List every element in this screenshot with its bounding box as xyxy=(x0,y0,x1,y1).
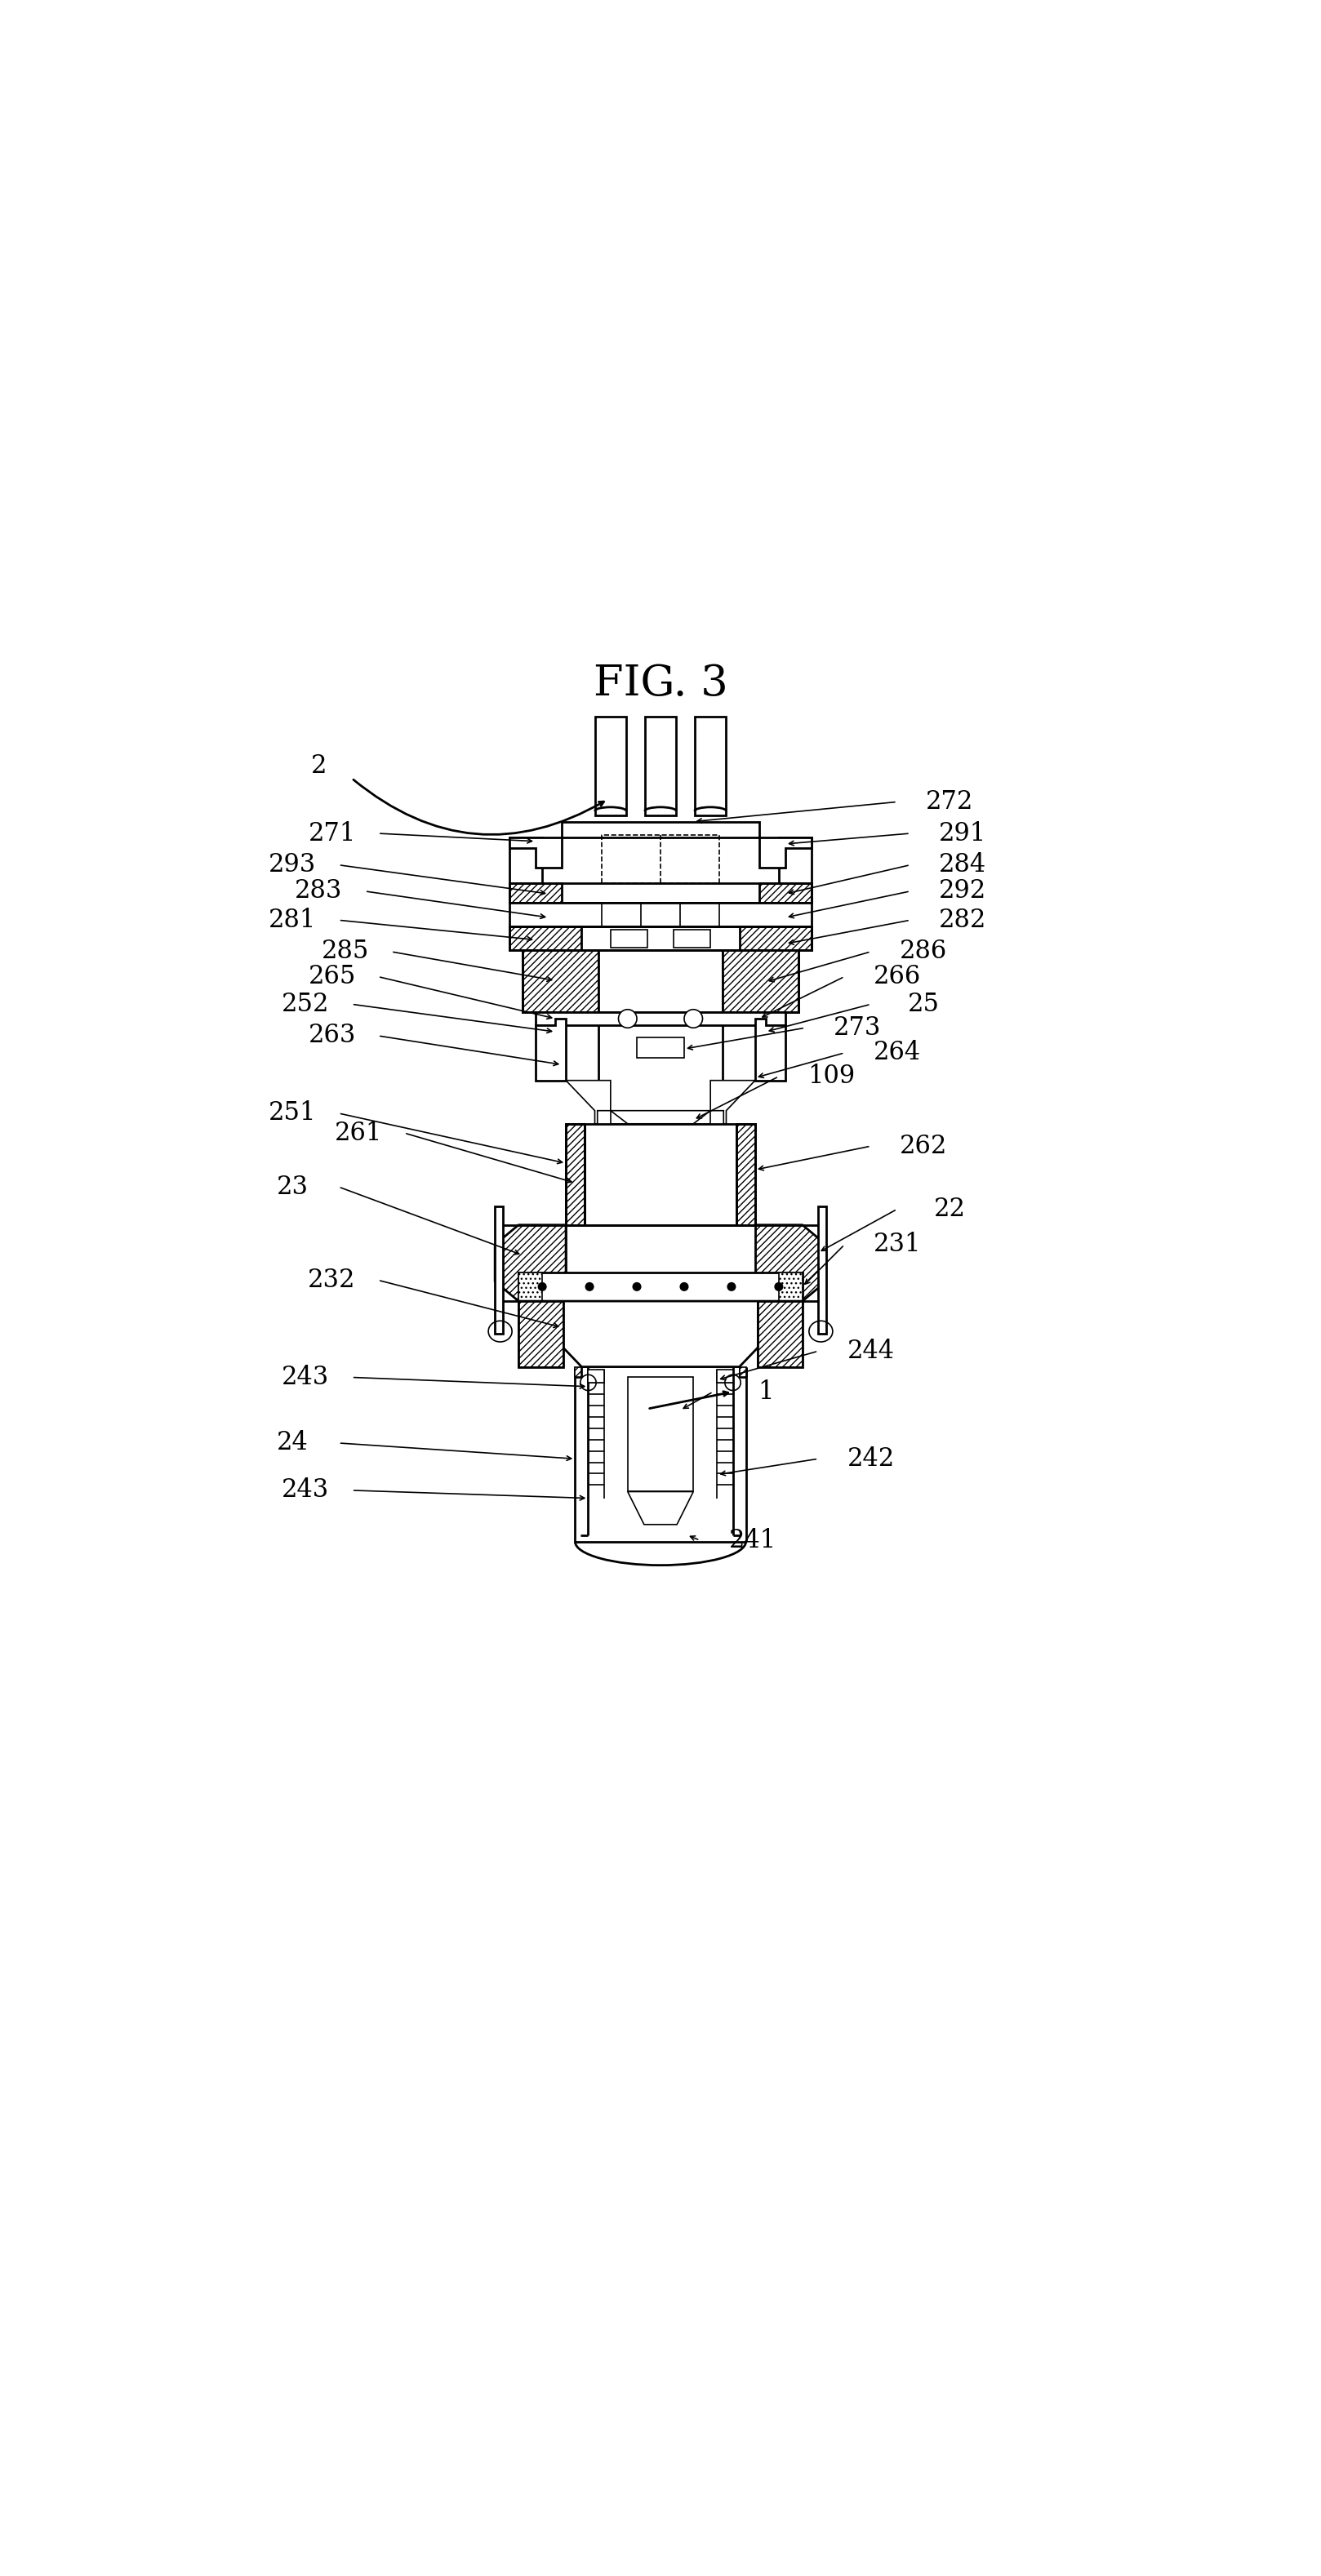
Bar xyxy=(565,1123,584,1226)
Bar xyxy=(510,884,561,904)
Circle shape xyxy=(633,1283,641,1291)
Text: 262: 262 xyxy=(900,1133,947,1159)
Polygon shape xyxy=(756,1226,826,1301)
Bar xyxy=(740,1368,746,1378)
Text: 22: 22 xyxy=(934,1195,966,1221)
Circle shape xyxy=(618,1010,637,1028)
Bar xyxy=(737,1123,756,1252)
Bar xyxy=(584,1123,737,1226)
Bar xyxy=(510,884,811,904)
Bar xyxy=(610,1110,711,1123)
Text: 273: 273 xyxy=(834,1015,881,1041)
Bar xyxy=(695,716,727,814)
Circle shape xyxy=(680,1283,688,1291)
Bar xyxy=(565,1123,584,1252)
Text: 283: 283 xyxy=(295,878,342,904)
Polygon shape xyxy=(610,1110,711,1123)
Bar xyxy=(758,1301,802,1368)
Circle shape xyxy=(775,1283,783,1291)
Text: 232: 232 xyxy=(308,1267,355,1293)
Text: 271: 271 xyxy=(308,822,355,845)
Text: 284: 284 xyxy=(939,853,987,878)
Bar xyxy=(737,1123,756,1252)
Text: 263: 263 xyxy=(308,1023,355,1048)
Polygon shape xyxy=(760,837,811,868)
Text: 2: 2 xyxy=(310,755,326,778)
Bar xyxy=(779,1273,802,1301)
Bar xyxy=(737,1123,756,1226)
Text: 244: 244 xyxy=(847,1340,894,1363)
Text: 23: 23 xyxy=(276,1175,308,1200)
Text: 1: 1 xyxy=(758,1378,774,1404)
Text: 282: 282 xyxy=(939,907,987,933)
Bar xyxy=(610,930,647,948)
Text: 265: 265 xyxy=(308,963,355,989)
Circle shape xyxy=(684,1010,703,1028)
Text: 241: 241 xyxy=(729,1528,777,1553)
Text: 243: 243 xyxy=(281,1479,329,1502)
Bar xyxy=(523,951,798,1012)
Bar xyxy=(561,822,760,837)
Text: 291: 291 xyxy=(939,822,987,845)
Polygon shape xyxy=(535,1018,565,1079)
Circle shape xyxy=(538,1283,546,1291)
Bar xyxy=(758,1301,802,1368)
Bar xyxy=(594,716,626,814)
Bar xyxy=(535,1012,786,1025)
Bar xyxy=(510,927,581,951)
Text: 293: 293 xyxy=(268,853,316,878)
Polygon shape xyxy=(519,1301,802,1368)
Polygon shape xyxy=(627,1492,694,1525)
Text: 25: 25 xyxy=(908,992,939,1018)
Text: 231: 231 xyxy=(873,1231,921,1257)
Text: 251: 251 xyxy=(268,1100,317,1126)
Bar xyxy=(627,1378,694,1492)
Text: 243: 243 xyxy=(281,1365,329,1391)
Bar xyxy=(779,837,811,884)
Polygon shape xyxy=(818,1206,826,1334)
Bar xyxy=(565,1123,584,1252)
Bar xyxy=(523,951,598,1012)
Polygon shape xyxy=(711,1079,756,1123)
Bar xyxy=(637,1038,684,1059)
Text: 261: 261 xyxy=(334,1121,382,1146)
Text: 272: 272 xyxy=(926,788,974,814)
Polygon shape xyxy=(717,1370,733,1383)
Text: 285: 285 xyxy=(321,940,369,963)
Polygon shape xyxy=(510,837,561,868)
Polygon shape xyxy=(495,1206,503,1334)
Bar xyxy=(519,1273,542,1301)
Bar xyxy=(510,904,811,927)
Bar xyxy=(760,884,811,904)
Polygon shape xyxy=(588,1370,604,1383)
Polygon shape xyxy=(756,1018,786,1079)
Text: 109: 109 xyxy=(807,1064,855,1090)
Circle shape xyxy=(728,1283,736,1291)
Bar xyxy=(740,927,811,951)
Bar xyxy=(510,927,811,951)
Bar xyxy=(510,837,542,884)
Text: 264: 264 xyxy=(873,1041,921,1066)
Bar xyxy=(519,1301,563,1368)
Text: 266: 266 xyxy=(873,963,921,989)
Text: 292: 292 xyxy=(939,878,987,904)
Circle shape xyxy=(585,1283,593,1291)
Bar xyxy=(519,1273,802,1301)
Text: 281: 281 xyxy=(268,907,316,933)
Polygon shape xyxy=(495,1226,565,1301)
Text: FIG. 3: FIG. 3 xyxy=(593,662,728,703)
Bar xyxy=(575,1368,581,1378)
Text: 286: 286 xyxy=(900,940,947,963)
Bar xyxy=(674,930,711,948)
Text: 252: 252 xyxy=(281,992,329,1018)
Bar xyxy=(645,716,676,814)
Text: 242: 242 xyxy=(847,1445,894,1471)
Text: 24: 24 xyxy=(276,1430,308,1455)
Bar xyxy=(565,1226,756,1301)
Bar xyxy=(519,1301,563,1368)
Bar xyxy=(723,951,798,1012)
Polygon shape xyxy=(565,1079,610,1123)
